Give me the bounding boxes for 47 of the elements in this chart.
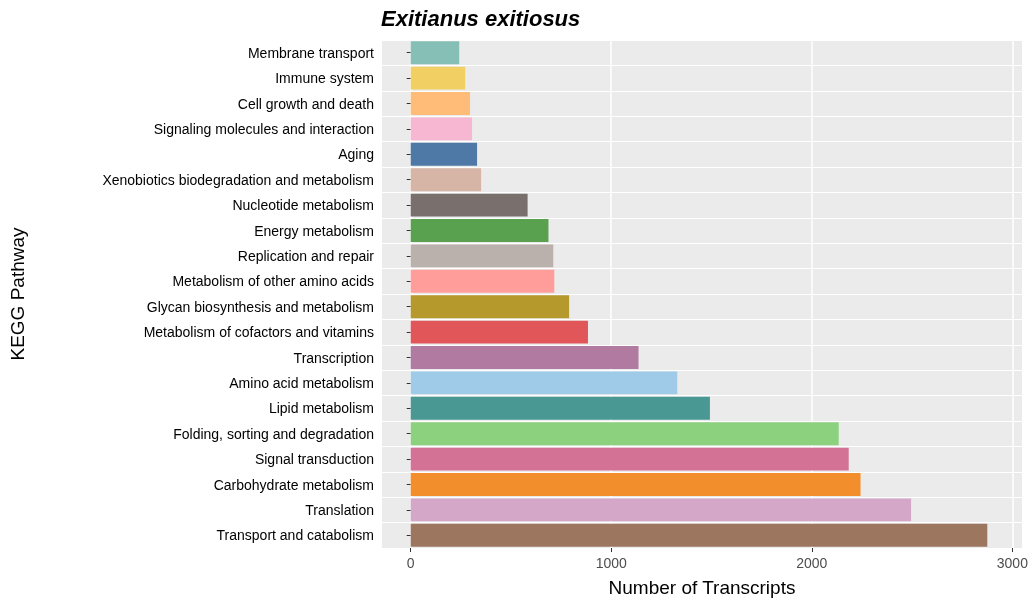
bar	[410, 269, 555, 293]
bar	[410, 523, 988, 547]
y-axis-title: KEGG Pathway	[7, 226, 28, 361]
y-tick-label: Transport and catabolism	[216, 527, 374, 544]
bar	[410, 320, 588, 344]
x-tick-label: 2000	[796, 555, 828, 571]
bar	[410, 396, 710, 420]
bar	[410, 346, 639, 369]
bar	[410, 473, 861, 496]
y-tick-label: Transcription	[293, 349, 374, 366]
bar	[410, 142, 478, 166]
chart-title: Exitianus exitiosus	[381, 5, 581, 31]
y-tick-label: Folding, sorting and degradation	[173, 425, 374, 442]
x-tick-label: 0	[406, 555, 415, 571]
x-tick-label: 1000	[595, 555, 628, 571]
y-tick-label: Energy metabolism	[254, 222, 374, 239]
bar	[410, 41, 460, 65]
y-tick-label: Replication and repair	[237, 247, 375, 264]
y-tick-label: Metabolism of other amino acids	[172, 273, 374, 290]
y-tick-label: Signaling molecules and interaction	[153, 120, 374, 137]
bar	[410, 244, 554, 268]
y-tick-label: Nucleotide metabolism	[232, 197, 374, 214]
bar	[410, 447, 849, 471]
y-tick-label: Signal transduction	[254, 451, 374, 468]
bar	[410, 219, 549, 242]
y-tick-label: Xenobiotics biodegradation and metabolism	[102, 171, 374, 188]
bar	[410, 168, 482, 192]
bar	[410, 371, 678, 395]
bar	[410, 193, 528, 217]
bar	[410, 92, 471, 115]
y-tick-label: Membrane transport	[247, 44, 375, 61]
y-tick-label: Aging	[338, 146, 374, 163]
bar	[410, 117, 473, 141]
bar	[410, 295, 570, 319]
bar	[410, 66, 466, 90]
y-tick-label: Metabolism of cofactors and vitamins	[143, 324, 374, 341]
y-tick-label: Glycan biosynthesis and metabolism	[146, 298, 374, 315]
bar	[410, 498, 912, 522]
y-tick-label: Cell growth and death	[237, 95, 374, 112]
y-tick-label: Carbohydrate metabolism	[213, 476, 374, 493]
bar	[410, 422, 839, 446]
x-axis-title: Number of Transcripts	[608, 577, 796, 598]
x-tick-label: 3000	[996, 555, 1029, 571]
y-tick-label: Lipid metabolism	[268, 400, 374, 417]
y-tick-label: Amino acid metabolism	[229, 374, 374, 391]
y-tick-label: Translation	[305, 501, 374, 518]
y-tick-label: Immune system	[275, 70, 374, 87]
